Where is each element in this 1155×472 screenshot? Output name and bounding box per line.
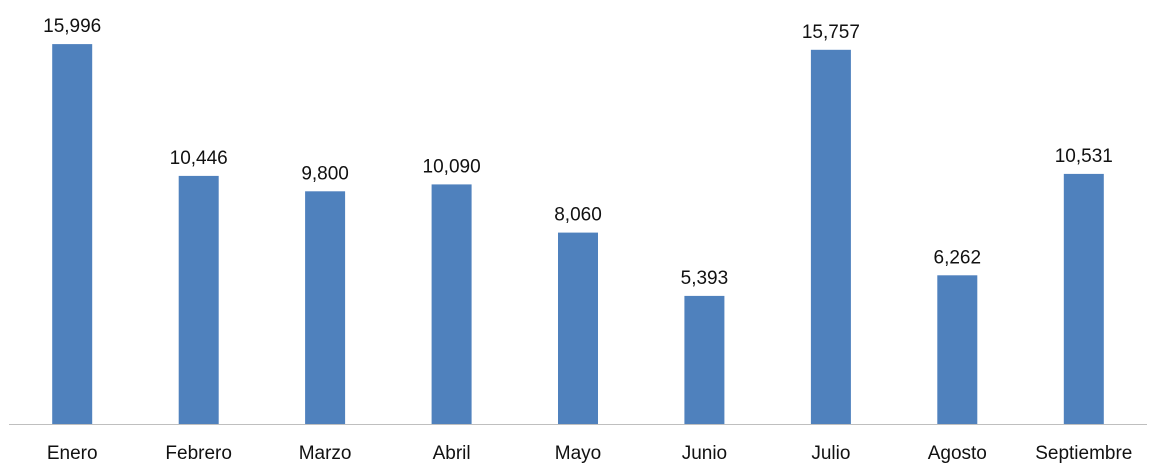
value-labels-layer: 15,996 10,446 9,800 10,090 8,060 5,393 15,757 6… [43,16,1113,289]
category-label-julio: Julio [811,443,850,464]
bar-julio [810,49,851,425]
value-label-enero: 15,996 [43,16,101,37]
category-label-septiembre: Septiembre [1035,443,1132,464]
bar-marzo [305,191,346,425]
bar-enero [52,44,93,424]
bar-abril [431,184,472,424]
bar-febrero [178,175,219,424]
bar-agosto [937,275,978,424]
category-label-marzo: Marzo [299,443,352,464]
category-label-febrero: Febrero [165,443,232,464]
category-labels-layer: Enero Febrero Marzo Abril Mayo Junio Julio Agos… [47,443,1133,464]
bar-junio [684,295,725,424]
category-label-enero: Enero [47,443,98,464]
bar-septiembre [1063,173,1104,424]
value-label-septiembre: 10,531 [1055,146,1113,167]
category-label-agosto: Agosto [928,443,987,464]
bar-mayo [558,232,598,424]
category-label-abril: Abril [433,443,471,464]
category-label-junio: Junio [682,443,727,464]
bars-layer [52,44,1104,425]
category-label-mayo: Mayo [555,443,601,464]
value-label-mayo: 8,060 [554,205,602,226]
value-label-agosto: 6,262 [934,247,982,268]
value-label-junio: 5,393 [681,268,729,289]
value-label-febrero: 10,446 [170,148,228,169]
value-label-marzo: 9,800 [301,163,349,184]
value-label-julio: 15,757 [802,22,860,43]
value-label-abril: 10,090 [423,156,481,177]
